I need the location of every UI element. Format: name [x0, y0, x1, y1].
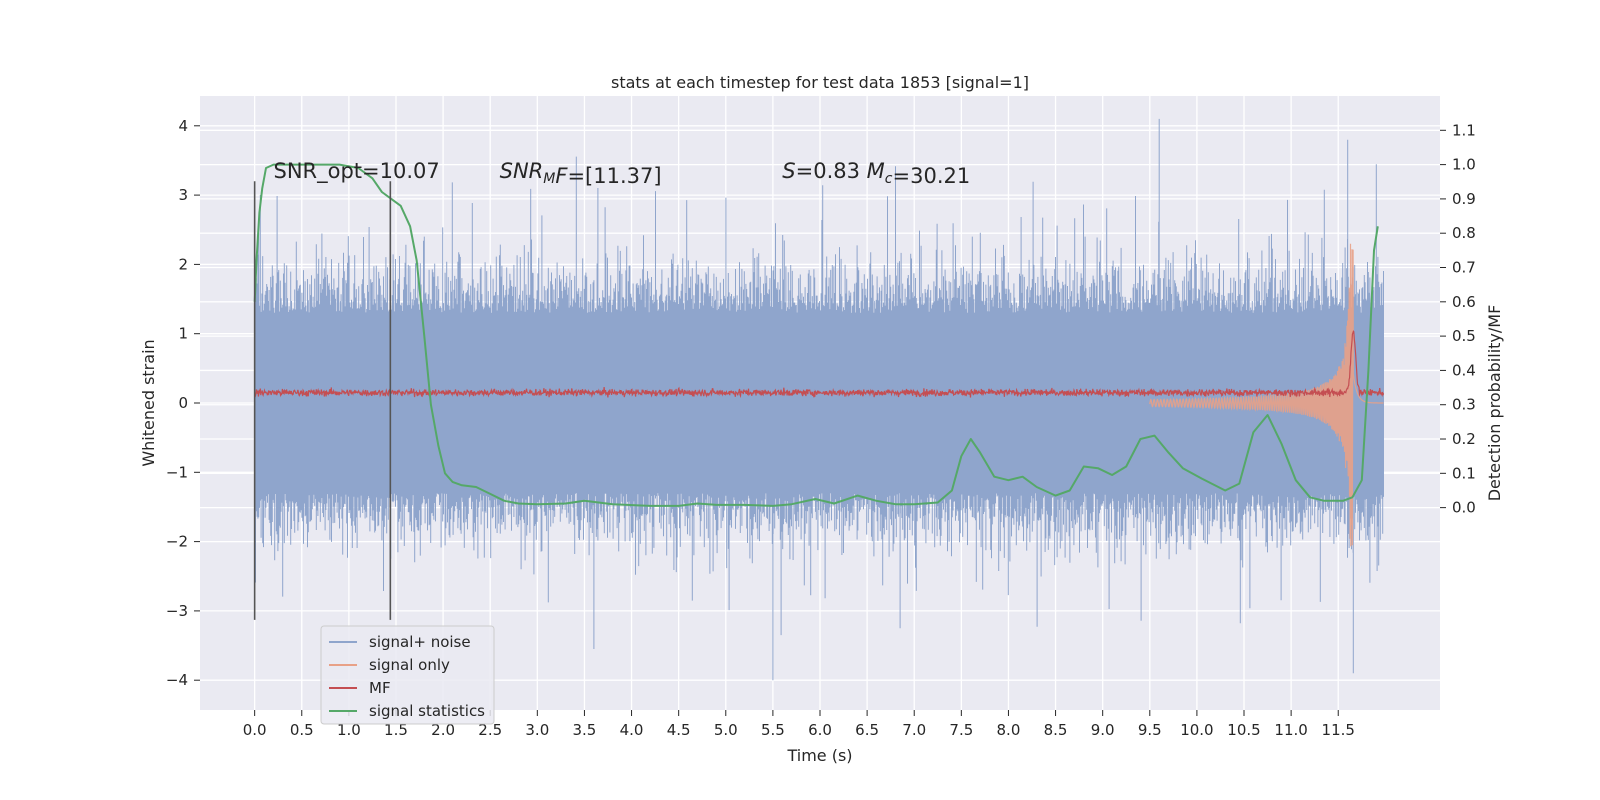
chart-title: stats at each timestep for test data 185…: [611, 73, 1029, 92]
y-right-tick-label: 1.0: [1452, 156, 1476, 174]
x-axis: 0.0 0.5 1.0 1.5 2.0 2.5 3.0 3.5 4.0 4.5 5.0 5.5 6.0 6…: [243, 710, 1355, 739]
x-tick-label: 6.5: [855, 721, 879, 739]
annotation: SNR_opt=10.07: [273, 159, 439, 184]
series-layer: [253, 118, 1385, 681]
x-tick-label: 9.5: [1138, 721, 1162, 739]
y-axis-right: 0.0 0.1 0.2 0.3 0.4 0.5 0.6 0.7 0.8 0.9 1.0 1.1: [1440, 121, 1476, 517]
x-tick-label: 0.0: [243, 721, 267, 739]
x-tick-label: 3.5: [573, 721, 597, 739]
y-tick-label: 0: [178, 394, 188, 412]
x-tick-label: 4.5: [667, 721, 691, 739]
x-tick-label: 7.5: [949, 721, 973, 739]
y-tick-label: −1: [166, 463, 188, 481]
y-right-tick-label: 1.1: [1452, 121, 1476, 139]
legend-label: signal statistics: [369, 702, 485, 720]
y-right-tick-label: 0.3: [1452, 396, 1476, 414]
y-tick-label: 4: [178, 117, 188, 135]
legend: signal+ noise signal only MF signal statist…: [320, 625, 495, 725]
y-tick-label: −3: [166, 602, 188, 620]
x-tick-label: 11.0: [1274, 721, 1307, 739]
legend-label: signal only: [369, 656, 450, 674]
annotation: SNRMF=[11.37]: [500, 159, 662, 188]
series-signal-statistics: [253, 163, 1379, 507]
y-tick-label: 3: [178, 186, 188, 204]
x-axis-label: Time (s): [786, 746, 852, 765]
y-right-tick-label: 0.0: [1452, 499, 1476, 517]
x-tick-label: 6.0: [808, 721, 832, 739]
y-axis-right-label: Detection probability/MF: [1485, 305, 1504, 502]
x-tick-label: 5.5: [761, 721, 785, 739]
x-tick-label: 2.0: [431, 721, 455, 739]
x-tick-label: 5.0: [714, 721, 738, 739]
legend-label: MF: [369, 679, 391, 697]
x-tick-label: 4.0: [620, 721, 644, 739]
legend-box: [320, 625, 495, 725]
y-right-tick-label: 0.2: [1452, 430, 1476, 448]
y-axis-left: −4 −3 −2 −1 0 1 2 3 4: [166, 117, 200, 689]
x-tick-label: 7.0: [902, 721, 926, 739]
y-right-tick-label: 0.5: [1452, 327, 1476, 345]
marker-lines: [253, 181, 392, 620]
series-mf: [254, 330, 1385, 399]
x-tick-label: 8.5: [1044, 721, 1068, 739]
legend-label: signal+ noise: [369, 633, 471, 651]
x-tick-label: 0.5: [290, 721, 314, 739]
x-tick-label: 10.0: [1180, 721, 1213, 739]
y-right-tick-label: 0.6: [1452, 293, 1476, 311]
x-tick-label: 8.0: [997, 721, 1021, 739]
y-tick-label: −2: [166, 533, 188, 551]
x-tick-label: 11.5: [1322, 721, 1355, 739]
y-right-tick-label: 0.1: [1452, 464, 1476, 482]
x-tick-label: 1.5: [384, 721, 408, 739]
x-tick-label: 1.0: [337, 721, 361, 739]
x-tick-label: 9.0: [1091, 721, 1115, 739]
x-tick-label: 2.5: [478, 721, 502, 739]
y-tick-label: 1: [178, 325, 188, 343]
y-tick-label: −4: [166, 671, 188, 689]
annotations: SNR_opt=10.07 SNRMF=[11.37] S=0.83 Mc=30.2…: [273, 159, 970, 188]
y-tick-label: 2: [178, 255, 188, 273]
y-axis-label: Whitened strain: [139, 339, 158, 466]
x-tick-label: 10.5: [1227, 721, 1260, 739]
series-signal-only: [1149, 243, 1384, 547]
y-right-tick-label: 0.8: [1452, 224, 1476, 242]
x-tick-label: 3.0: [525, 721, 549, 739]
y-right-tick-label: 0.4: [1452, 361, 1476, 379]
y-right-tick-label: 0.7: [1452, 259, 1476, 277]
y-right-tick-label: 0.9: [1452, 190, 1476, 208]
annotation: S=0.83 Mc=30.21: [782, 159, 970, 188]
